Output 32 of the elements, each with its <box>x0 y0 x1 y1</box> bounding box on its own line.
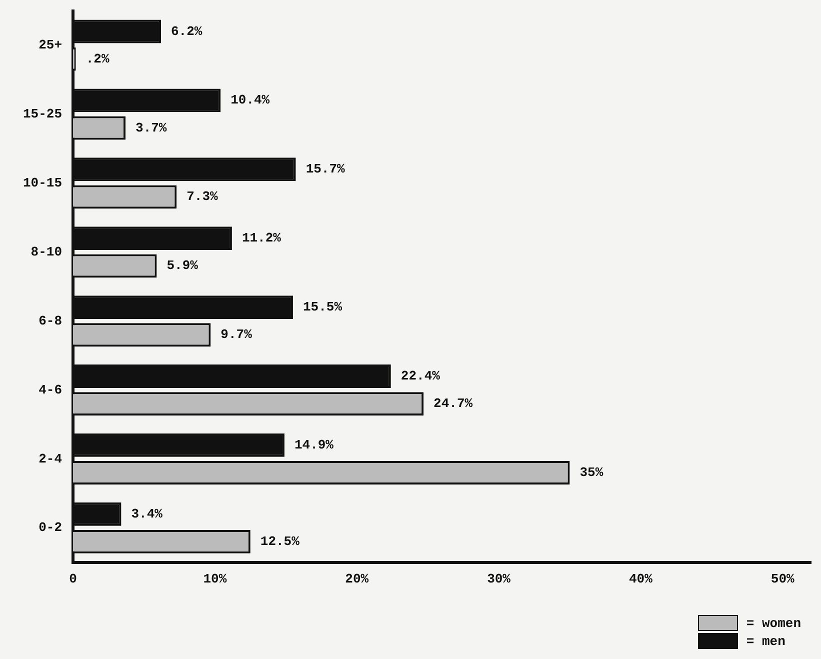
x-tick-label: 40% <box>628 571 653 586</box>
data-label: 5.9% <box>166 258 198 274</box>
data-label: 22.4% <box>400 368 440 384</box>
data-label: 9.7% <box>220 327 252 342</box>
data-label: 15.5% <box>302 300 342 315</box>
legend-label: = women <box>746 616 801 630</box>
x-tick-label: 0 <box>69 571 78 586</box>
y-tick-label: 10-15 <box>22 175 62 190</box>
y-tick-label: 15-25 <box>22 106 62 122</box>
legend-label: = men <box>746 634 786 648</box>
data-label: 24.7% <box>434 396 473 412</box>
y-tick-label: 4-6 <box>38 382 62 398</box>
y-tick-label: 25+ <box>38 38 62 53</box>
x-tick-label: 30% <box>487 571 511 586</box>
data-label: 10.4% <box>230 92 270 108</box>
y-tick-label: 0-2 <box>38 520 62 536</box>
x-tick-label: 20% <box>345 571 369 586</box>
data-label: 35% <box>580 465 604 480</box>
y-tick-label: 6-8 <box>38 313 62 328</box>
y-tick-label: 8-10 <box>30 244 62 260</box>
data-label: 3.7% <box>136 120 167 136</box>
data-label: 15.7% <box>306 162 346 177</box>
data-label: 14.9% <box>294 437 334 452</box>
x-tick-label: 10% <box>203 571 227 586</box>
data-label: .2% <box>86 51 110 66</box>
x-tick-label: 50% <box>770 571 795 586</box>
data-label: 3.4% <box>131 506 163 522</box>
data-label: 11.2% <box>242 230 282 246</box>
y-tick-label: 2-4 <box>38 451 62 466</box>
data-label: 6.2% <box>171 24 202 39</box>
data-label: 7.3% <box>186 189 218 204</box>
data-label: 12.5% <box>260 534 300 549</box>
